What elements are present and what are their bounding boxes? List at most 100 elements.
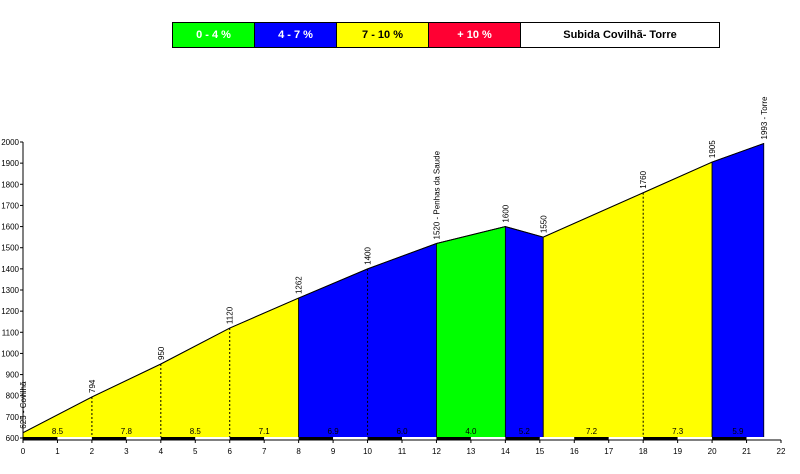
y-tick-label: 1200 — [1, 307, 19, 316]
profile-segment — [711, 142, 765, 439]
km-bar-segment — [264, 437, 299, 440]
gradient-label: 5.2 — [519, 427, 531, 436]
y-tick-label: 1800 — [1, 180, 19, 189]
elevation-label: 1905 — [708, 140, 717, 158]
x-tick-label: 6 — [228, 447, 233, 456]
x-tick-label: 11 — [398, 447, 407, 456]
x-tick-label: 17 — [604, 447, 613, 456]
elevation-label: 1120 — [226, 306, 235, 324]
y-tick-label: 1700 — [1, 201, 19, 210]
chart-title-text: Subida Covilhã- Torre — [563, 29, 677, 41]
elevation-label: 1760 — [639, 170, 648, 188]
y-tick-label: 2000 — [1, 138, 19, 147]
elevation-label: 1520 - Penhas da Saude — [432, 150, 441, 239]
gradient-label: 7.2 — [586, 427, 598, 436]
elevation-label: 1600 — [501, 204, 510, 222]
km-bar-segment — [367, 437, 402, 440]
x-tick-label: 15 — [535, 447, 544, 456]
y-tick-label: 1100 — [2, 328, 20, 337]
x-tick-label: 0 — [21, 447, 26, 456]
legend-label: 7 - 10 % — [362, 29, 403, 41]
km-bar-segment — [643, 437, 678, 440]
gradient-label: 8.5 — [52, 427, 64, 436]
x-tick-label: 14 — [501, 447, 510, 456]
chart-title: Subida Covilhã- Torre — [521, 23, 719, 47]
x-tick-label: 22 — [777, 447, 786, 456]
km-bar-segment — [195, 437, 230, 440]
profile-segment — [436, 226, 506, 439]
elevation-label: 625 - Covilhã — [19, 381, 28, 429]
x-tick-label: 5 — [193, 447, 198, 456]
y-tick-label: 1400 — [1, 265, 19, 274]
x-tick-label: 20 — [708, 447, 717, 456]
y-tick-label: 800 — [6, 392, 20, 401]
elevation-label: 1993 - Torre — [760, 96, 769, 140]
y-tick-label: 1600 — [1, 223, 19, 232]
y-tick-label: 1500 — [1, 244, 19, 253]
km-bar-segment — [470, 437, 506, 440]
elevation-label: 1262 — [295, 276, 304, 294]
km-bar-segment — [574, 437, 609, 440]
y-tick-label: 1900 — [1, 159, 19, 168]
km-bar-segment — [539, 437, 575, 440]
elevation-label: 1550 — [539, 215, 548, 233]
x-tick-label: 8 — [296, 447, 301, 456]
x-tick-label: 1 — [55, 447, 60, 456]
gradient-label: 6.9 — [328, 427, 340, 436]
profile-line — [22, 143, 764, 434]
legend-item-7-10: 7 - 10 % — [337, 23, 429, 47]
legend-item-10-plus: + 10 % — [429, 23, 521, 47]
x-tick-label: 16 — [570, 447, 579, 456]
gradient-label: 7.8 — [121, 427, 133, 436]
km-bar-segment — [229, 437, 265, 440]
km-bar-segment — [160, 437, 196, 440]
elevation-label: 950 — [157, 346, 166, 360]
x-tick-label: 9 — [331, 447, 336, 456]
gradient-label: 6.0 — [396, 427, 408, 436]
gradient-label: 7.3 — [672, 427, 684, 436]
legend-label: 0 - 4 % — [196, 29, 231, 41]
km-bar-segment — [23, 437, 58, 440]
profile-segment — [298, 242, 437, 439]
gradient-label: 8.5 — [190, 427, 202, 436]
km-bar-segment — [57, 437, 92, 440]
km-bar-segment — [608, 437, 644, 440]
y-tick-label: 900 — [6, 371, 20, 380]
x-tick-label: 12 — [432, 447, 441, 456]
y-tick-label: 1000 — [1, 349, 19, 358]
x-tick-label: 2 — [90, 447, 95, 456]
x-tick-label: 21 — [742, 447, 751, 456]
profile-segment — [504, 226, 544, 439]
km-bar-segment — [677, 437, 713, 440]
x-tick-label: 3 — [124, 447, 129, 456]
x-tick-label: 10 — [363, 447, 372, 456]
gradient-label: 4.0 — [465, 427, 477, 436]
legend: 0 - 4 % 4 - 7 % 7 - 10 % + 10 % Subida C… — [172, 22, 720, 48]
km-bar-segment — [402, 437, 437, 440]
legend-label: 4 - 7 % — [278, 29, 313, 41]
profile-segment — [542, 161, 713, 439]
legend-item-4-7: 4 - 7 % — [255, 23, 337, 47]
km-bar-segment — [91, 437, 127, 440]
x-tick-label: 19 — [673, 447, 682, 456]
km-bar-segment — [505, 437, 540, 440]
km-bar-segment — [298, 437, 334, 440]
gradient-label: 5.9 — [732, 427, 744, 436]
km-bar-segment — [126, 437, 161, 440]
elevation-label: 1400 — [364, 247, 373, 265]
y-tick-label: 600 — [6, 434, 20, 443]
y-tick-label: 1300 — [1, 286, 19, 295]
legend-label: + 10 % — [457, 29, 492, 41]
x-tick-label: 18 — [639, 447, 648, 456]
y-tick-label: 700 — [6, 413, 20, 422]
x-tick-label: 13 — [466, 447, 475, 456]
x-tick-label: 7 — [262, 447, 267, 456]
km-bar-segment — [436, 437, 471, 440]
km-bar-segment — [333, 437, 368, 440]
legend-item-0-4: 0 - 4 % — [173, 23, 255, 47]
x-tick-label: 4 — [159, 447, 164, 456]
km-bar-segment — [746, 437, 781, 440]
km-bar-segment — [712, 437, 747, 440]
elevation-label: 794 — [88, 379, 97, 393]
